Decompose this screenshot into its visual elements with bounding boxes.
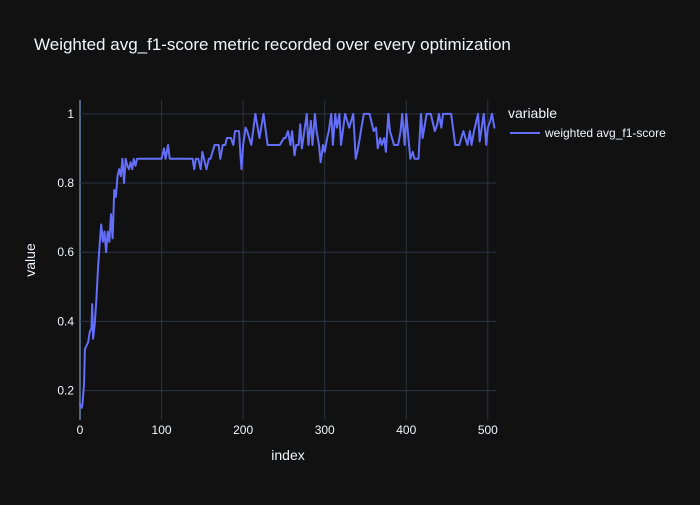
chart-title: Weighted avg_f1-score metric recorded ov…	[34, 35, 511, 54]
x-tick-label: 300	[315, 423, 335, 437]
x-tick-label: 400	[396, 423, 416, 437]
y-tick-label: 0.8	[57, 176, 74, 190]
series-layer	[79, 112, 496, 409]
y-tick-label: 0.6	[57, 245, 74, 259]
x-tick-label: 500	[478, 423, 498, 437]
y-tick-label: 0.2	[57, 384, 74, 398]
y-tick-label: 0.4	[57, 314, 74, 328]
plot-background	[80, 100, 496, 420]
x-axis-title: index	[271, 447, 304, 463]
y-axis-ticks: 0.2 0.4 0.6 0.8 1	[57, 107, 74, 398]
x-tick-label: 100	[152, 423, 172, 437]
legend-series-label: weighted avg_f1-score	[544, 126, 666, 140]
y-axis-title: value	[22, 243, 38, 277]
x-tick-label: 200	[233, 423, 253, 437]
series-line	[79, 112, 496, 409]
plot-area	[79, 100, 496, 420]
x-tick-label: 0	[77, 423, 84, 437]
legend: variable weighted avg_f1-score	[508, 105, 666, 140]
y-tick-label: 1	[67, 107, 74, 121]
x-axis-ticks: 0 100 200 300 400 500	[77, 423, 499, 437]
legend-title: variable	[508, 105, 557, 121]
